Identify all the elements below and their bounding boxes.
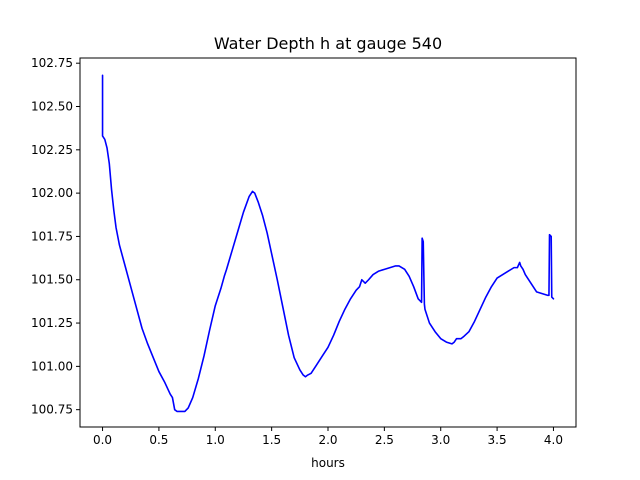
x-tick-label: 2.0 — [318, 433, 337, 447]
y-tick-label: 102.75 — [31, 56, 73, 70]
x-tick-label: 3.5 — [488, 433, 507, 447]
y-tick-label: 101.00 — [31, 359, 73, 373]
plot-background — [80, 58, 576, 427]
x-tick-label: 0.5 — [149, 433, 168, 447]
x-tick-label: 0.0 — [93, 433, 112, 447]
x-tick-label: 3.0 — [431, 433, 450, 447]
water-depth-series-line — [101, 74, 555, 413]
x-axis-label: hours — [311, 456, 345, 470]
x-tick-label: 1.5 — [262, 433, 281, 447]
y-tick-label: 100.75 — [31, 403, 73, 417]
x-tick-label: 4.0 — [544, 433, 563, 447]
y-tick-label: 101.50 — [31, 273, 73, 287]
y-tick-label: 102.00 — [31, 186, 73, 200]
y-tick-label: 101.75 — [31, 229, 73, 243]
x-axis-ticks: 0.0 0.5 1.0 1.5 2.0 2.5 3.0 3.5 4.0 — [93, 427, 563, 447]
y-axis-ticks: 100.75 101.00 101.25 101.50 101.75 102.00 102.… — [31, 56, 80, 417]
y-tick-label: 101.25 — [31, 316, 73, 330]
x-tick-label: 1.0 — [206, 433, 225, 447]
y-tick-label: 102.25 — [31, 143, 73, 157]
chart-title: Water Depth h at gauge 540 — [214, 34, 442, 53]
plot-area — [79, 57, 577, 428]
x-tick-label: 2.5 — [375, 433, 394, 447]
y-tick-label: 102.50 — [31, 100, 73, 114]
